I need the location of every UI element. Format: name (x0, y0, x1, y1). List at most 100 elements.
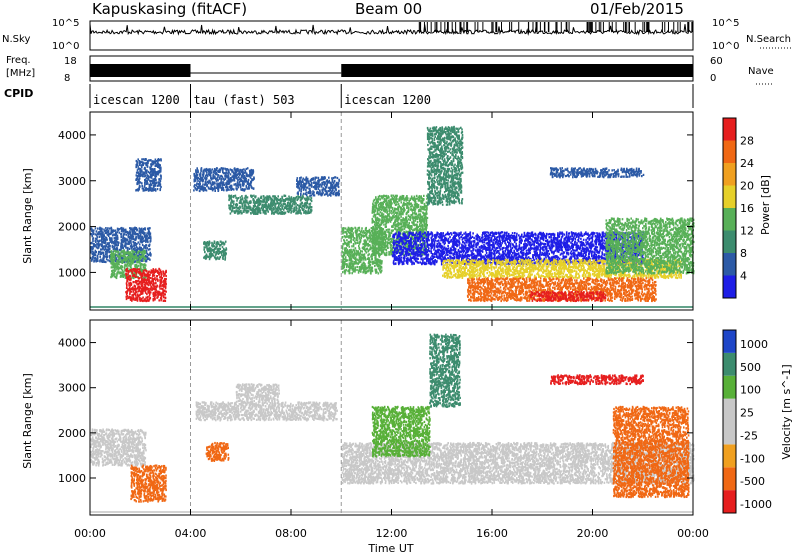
data-cell (355, 262, 357, 265)
data-cell (108, 227, 111, 230)
data-cell (329, 187, 331, 190)
data-cell (149, 180, 152, 183)
data-cell (365, 251, 368, 254)
data-cell (90, 256, 92, 259)
data-cell (243, 171, 246, 174)
data-cell (348, 243, 350, 246)
data-cell (205, 173, 208, 176)
data-cell (227, 182, 229, 185)
data-cell (161, 277, 163, 280)
data-cell (114, 273, 116, 276)
data-cell (259, 202, 262, 205)
data-cell (146, 282, 149, 286)
data-cell (121, 265, 124, 268)
data-cell (144, 189, 147, 192)
data-cell (140, 174, 142, 177)
data-cell (124, 228, 127, 231)
data-cell (129, 254, 132, 257)
data-cell (265, 202, 267, 205)
data-cell (368, 260, 371, 263)
data-cell (102, 259, 104, 262)
data-cell (241, 204, 244, 207)
data-cell (264, 196, 267, 199)
data-cell (100, 233, 103, 236)
data-cell (368, 228, 371, 231)
data-cell (242, 200, 245, 203)
data-cell (236, 174, 238, 177)
data-cell (235, 209, 238, 212)
data-cell (110, 253, 112, 257)
data-cell (295, 206, 297, 209)
data-cell (369, 238, 372, 241)
data-cell (118, 231, 121, 234)
freq-label-line1: Freq. (6, 55, 31, 66)
data-cell (268, 195, 271, 198)
data-cell (154, 174, 156, 177)
data-cell (147, 161, 149, 165)
data-cell (341, 250, 343, 253)
data-cell (150, 253, 152, 256)
data-cell (233, 183, 235, 186)
station-title: Kapuskasing (fitACF) (92, 0, 247, 18)
data-cell (116, 231, 119, 234)
data-cell (214, 254, 217, 257)
data-cell (307, 212, 309, 215)
data-cell (142, 158, 145, 161)
data-cell (303, 203, 306, 206)
data-cell (159, 271, 161, 274)
data-cell (383, 197, 385, 201)
data-cell (257, 197, 260, 200)
data-cell (229, 168, 232, 171)
data-cell (240, 212, 243, 215)
data-cell (146, 182, 148, 185)
data-cell (351, 229, 354, 232)
data-cell (219, 244, 222, 247)
data-cell (352, 264, 354, 267)
data-cell (243, 174, 245, 178)
data-cell (152, 294, 155, 297)
data-cell (157, 296, 159, 299)
data-cell (127, 235, 130, 239)
data-cell (115, 257, 117, 260)
data-cell (377, 263, 379, 266)
data-cell (95, 246, 98, 249)
data-cell (100, 229, 103, 232)
data-cell (141, 241, 143, 244)
data-cell (138, 182, 140, 185)
data-cell (344, 247, 346, 250)
data-cell (147, 230, 150, 234)
data-cell (158, 291, 161, 294)
data-cell (110, 250, 113, 253)
data-cell (370, 272, 372, 275)
data-cell (104, 239, 106, 243)
data-cell (107, 227, 109, 230)
data-cell (154, 285, 156, 288)
data-cell (247, 203, 250, 206)
data-cell (214, 172, 216, 175)
data-cell (248, 187, 250, 190)
data-cell (144, 290, 147, 293)
data-cell (247, 178, 250, 182)
data-cell (375, 239, 378, 242)
data-cell (125, 270, 128, 273)
data-cell (149, 236, 151, 239)
data-cell (151, 288, 153, 291)
data-cell (248, 182, 250, 186)
data-cell (256, 211, 259, 214)
data-cell (142, 299, 144, 303)
data-cell (352, 238, 355, 242)
data-cell (379, 270, 382, 273)
data-cell (278, 205, 280, 208)
data-cell (139, 247, 141, 250)
data-cell (252, 201, 255, 204)
data-cell (317, 176, 320, 179)
data-cell (153, 162, 155, 165)
data-cell (147, 248, 150, 251)
data-cell (207, 255, 210, 258)
data-cell (244, 197, 246, 200)
data-cell (254, 212, 257, 215)
data-cell (196, 167, 198, 170)
data-cell (342, 257, 345, 260)
data-cell (290, 205, 292, 208)
data-cell (344, 272, 346, 275)
